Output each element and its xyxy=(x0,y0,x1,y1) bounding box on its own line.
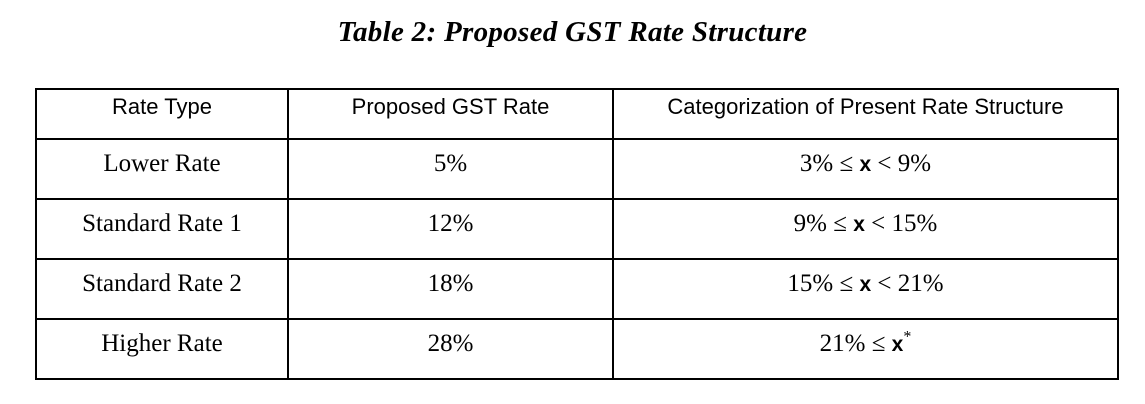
table-caption: Table 2: Proposed GST Rate Structure xyxy=(337,16,808,48)
footnote-asterisk: * xyxy=(903,328,912,346)
cell-gst-rate: 5% xyxy=(287,138,614,200)
header-categorization: Categorization of Present Rate Structure xyxy=(612,88,1119,140)
range-suffix: < 15% xyxy=(864,210,938,237)
header-row: Rate Type Proposed GST Rate Categorizati… xyxy=(35,88,1119,140)
x-variable-symbol: x xyxy=(853,213,865,236)
range-prefix: 21% ≤ xyxy=(819,330,892,357)
x-variable-symbol: x xyxy=(859,273,872,296)
cell-categorization: 21% ≤ x* xyxy=(612,318,1119,380)
cell-rate-type: Standard Rate 2 xyxy=(35,258,289,320)
cell-gst-rate: 28% xyxy=(287,318,614,380)
cell-rate-type: Higher Rate xyxy=(35,318,289,380)
cell-rate-type: Lower Rate xyxy=(35,138,289,200)
range-prefix: 15% ≤ xyxy=(787,270,860,297)
header-rate-type: Rate Type xyxy=(35,88,289,140)
range-suffix: < 21% xyxy=(871,270,944,297)
cell-gst-rate: 18% xyxy=(287,258,614,320)
x-variable-symbol: x xyxy=(859,153,872,176)
cell-categorization: 3% ≤ x < 9% xyxy=(612,138,1119,200)
table-row: Higher Rate 28% 21% ≤ x* xyxy=(35,318,1119,380)
table-row: Standard Rate 2 18% 15% ≤ x < 21% xyxy=(35,258,1119,320)
range-prefix: 3% ≤ xyxy=(799,150,860,177)
cell-categorization: 9% ≤ x < 15% xyxy=(612,198,1119,260)
table-row: Lower Rate 5% 3% ≤ x < 9% xyxy=(35,138,1119,200)
cell-categorization: 15% ≤ x < 21% xyxy=(612,258,1119,320)
cell-gst-rate: 12% xyxy=(287,198,614,260)
x-variable-symbol: x xyxy=(891,333,904,356)
range-prefix: 9% ≤ xyxy=(793,210,854,237)
header-proposed-gst-rate: Proposed GST Rate xyxy=(287,88,614,140)
range-suffix: < 9% xyxy=(871,150,932,177)
gst-rate-table: Rate Type Proposed GST Rate Categorizati… xyxy=(35,88,1119,380)
table-row: Standard Rate 1 12% 9% ≤ x < 15% xyxy=(35,198,1119,260)
cell-rate-type: Standard Rate 1 xyxy=(35,198,289,260)
